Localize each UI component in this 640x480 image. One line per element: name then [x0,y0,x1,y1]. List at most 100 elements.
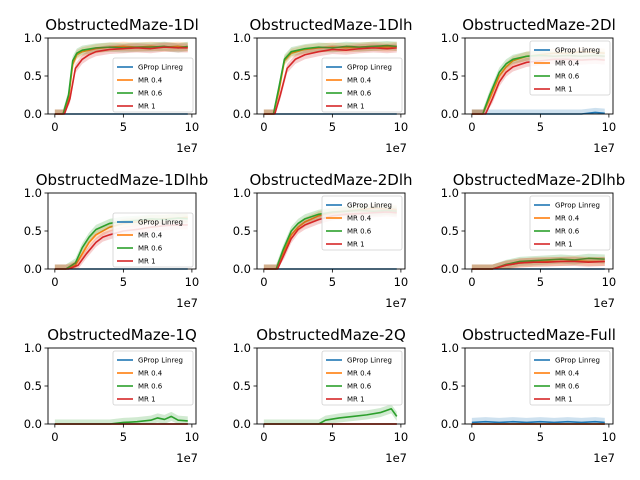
x-tick-label: 0 [260,120,267,134]
legend-label: MR 1 [347,103,365,111]
y-tick-label: 0.0 [441,107,459,121]
subplot-obstructedmaze-1dlhb: ObstructedMaze-1Dlhb 0.0 0.5 1.0 0 5 10 1e7 GPro… [24,171,209,310]
y-tick-label: 0.5 [441,379,459,393]
y-tick-label: 1.0 [441,186,459,200]
x-tick-label: 10 [185,430,200,444]
subplot-obstructedmaze-2q: ObstructedMaze-2Q 0.0 0.5 1.0 0 5 10 1e7 GProp L… [233,326,409,465]
legend-label: MR 0.4 [138,232,163,240]
legend-box [321,350,403,406]
legend-label: MR 0.4 [347,77,372,85]
legend: GProp Linreg MR 0.4 MR 0.6 MR 1 [321,57,403,113]
x-tick-label: 10 [602,120,617,134]
y-tick-label: 0.0 [24,417,42,431]
subplot-title: ObstructedMaze-Full [462,326,616,344]
x-offset-label: 1e7 [176,296,198,310]
legend-label: MR 0.4 [347,215,372,223]
legend-box [112,212,194,268]
series-line-mr-0-6 [263,407,398,425]
legend-label: MR 1 [347,241,365,249]
legend-label: MR 1 [138,396,156,404]
legend-label: MR 0.6 [555,383,580,391]
x-tick-label: 5 [120,275,127,289]
subplot-obstructedmaze-2dlh: ObstructedMaze-2Dlh 0.0 0.5 1.0 0 5 10 1e7 GProp… [233,171,413,310]
x-tick-label: 0 [260,275,267,289]
x-tick-label: 5 [329,275,336,289]
x-tick-label: 10 [394,430,409,444]
subplot-obstructedmaze-1dl: ObstructedMaze-1Dl 0.0 0.5 1.0 0 5 10 1e7 GProp … [24,16,200,155]
subplot-obstructedmaze-2dlhb: ObstructedMaze-2Dlhb 0.0 0.5 1.0 0 5 10 1e7 GPro… [441,171,626,310]
y-tick-label: 0.0 [233,417,251,431]
legend-label: GProp Linreg [138,219,183,227]
legend-label: MR 1 [347,396,365,404]
legend-label: GProp Linreg [347,202,392,210]
y-tick-label: 1.0 [233,341,251,355]
x-tick-label: 5 [329,430,336,444]
y-tick-label: 0.5 [233,379,251,393]
y-tick-label: 1.0 [24,31,42,45]
y-tick-label: 0.0 [441,262,459,276]
legend: GProp Linreg MR 0.4 MR 0.6 MR 1 [529,195,611,251]
x-tick-label: 0 [51,275,58,289]
subplot-title: ObstructedMaze-1Dlhb [36,171,209,189]
legend-label: MR 0.4 [347,370,372,378]
series-line-mr-1 [263,47,397,115]
y-tick-label: 0.5 [233,69,251,83]
series-line-mr-1 [471,260,605,270]
legend: GProp Linreg MR 0.4 MR 0.6 MR 1 [112,350,194,406]
subplot-title: ObstructedMaze-2Q [256,326,406,344]
x-tick-label: 5 [120,430,127,444]
legend-label: GProp Linreg [138,357,183,365]
series-band-mr-0-6 [263,205,397,269]
y-tick-label: 0.0 [233,107,251,121]
y-tick-label: 0.5 [24,379,42,393]
x-tick-label: 10 [394,120,409,134]
legend-label: MR 0.4 [555,370,580,378]
legend: GProp Linreg MR 0.4 MR 0.6 MR 1 [112,212,194,268]
y-tick-label: 0.5 [441,69,459,83]
legend: GProp Linreg MR 0.4 MR 0.6 MR 1 [321,350,403,406]
x-offset-label: 1e7 [385,296,407,310]
x-tick-label: 0 [51,120,58,134]
y-tick-label: 1.0 [24,186,42,200]
legend-label: MR 0.4 [555,60,580,68]
subplot-obstructedmaze-2dl: ObstructedMaze-2Dl 0.0 0.5 1.0 0 5 10 1e7 GProp … [441,16,617,155]
x-tick-label: 0 [468,275,475,289]
legend-box [321,195,403,251]
legend-label: MR 1 [555,241,573,249]
series-band-mr-0-6 [54,41,188,114]
x-tick-label: 10 [602,430,617,444]
legend-label: MR 1 [138,103,156,111]
x-tick-label: 0 [51,430,58,444]
x-tick-label: 5 [537,275,544,289]
x-offset-label: 1e7 [176,141,198,155]
legend-label: MR 0.6 [347,383,372,391]
x-tick-label: 10 [602,275,617,289]
y-tick-label: 1.0 [441,341,459,355]
series-band-mr-0-6 [263,404,397,424]
series-band-gprop-linreg [471,107,605,114]
x-tick-label: 5 [537,430,544,444]
subplot-obstructedmaze-1dlh: ObstructedMaze-1Dlh 0.0 0.5 1.0 0 5 10 1e7 GProp… [233,16,413,155]
series-band-mr-0-6 [54,411,188,424]
x-tick-label: 5 [329,120,336,134]
series-line-mr-1 [54,46,188,115]
legend-label: MR 0.4 [138,77,163,85]
series-band-mr-0-4 [54,41,188,114]
legend-label: GProp Linreg [347,357,392,365]
subplot-obstructedmaze-1q: ObstructedMaze-1Q 0.0 0.5 1.0 0 5 10 1e7 GProp L… [24,326,200,465]
series-band-mr-0-6 [471,50,605,114]
subplot-title: ObstructedMaze-1Dlh [250,16,413,34]
x-tick-label: 5 [537,120,544,134]
legend-label: MR 0.6 [555,228,580,236]
legend-label: MR 0.6 [138,90,163,98]
subplot-title: ObstructedMaze-1Q [47,326,197,344]
legend-label: MR 0.4 [138,370,163,378]
legend-label: MR 1 [555,396,573,404]
series-line-gprop-linreg [471,420,605,424]
y-tick-label: 0.5 [441,224,459,238]
legend-box [529,350,611,406]
legend: GProp Linreg MR 0.4 MR 0.6 MR 1 [529,350,611,406]
x-offset-label: 1e7 [593,451,615,465]
legend-box [112,57,194,113]
legend: GProp Linreg MR 0.4 MR 0.6 MR 1 [529,40,611,96]
